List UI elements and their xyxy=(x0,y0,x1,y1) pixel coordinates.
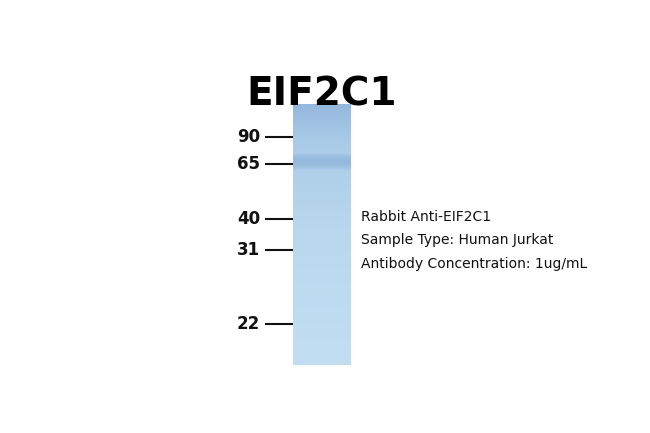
Text: 22: 22 xyxy=(237,315,260,333)
Text: Sample Type: Human Jurkat: Sample Type: Human Jurkat xyxy=(361,233,553,247)
Text: Antibody Concentration: 1ug/mL: Antibody Concentration: 1ug/mL xyxy=(361,257,587,271)
Text: 65: 65 xyxy=(237,155,260,173)
Text: 90: 90 xyxy=(237,128,260,146)
Text: 31: 31 xyxy=(237,241,260,259)
Text: EIF2C1: EIF2C1 xyxy=(246,75,397,113)
Text: Rabbit Anti-EIF2C1: Rabbit Anti-EIF2C1 xyxy=(361,210,491,224)
Text: 40: 40 xyxy=(237,210,260,228)
